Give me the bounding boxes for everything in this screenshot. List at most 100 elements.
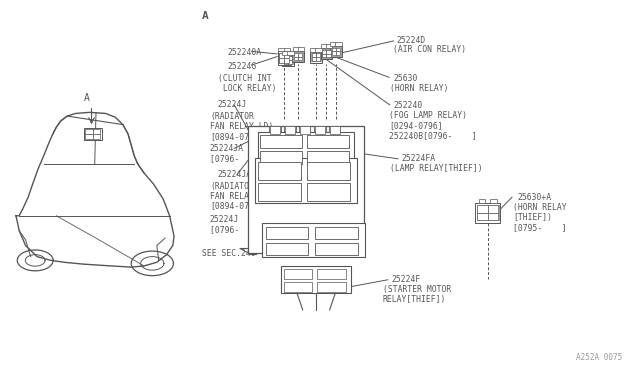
Text: (RADIATOR: (RADIATOR <box>210 182 254 190</box>
Bar <box>270 126 280 134</box>
Bar <box>280 54 284 58</box>
Bar <box>488 205 498 213</box>
Bar <box>479 199 485 202</box>
Text: (AIR CON RELAY): (AIR CON RELAY) <box>393 45 466 54</box>
Bar <box>330 126 340 134</box>
Bar <box>336 48 340 51</box>
Text: [0796-    ]: [0796- ] <box>210 154 264 163</box>
Text: 25630: 25630 <box>393 74 417 83</box>
Bar <box>310 52 322 63</box>
Bar <box>330 42 337 46</box>
Bar <box>315 126 325 134</box>
Bar <box>307 162 350 180</box>
Text: 25224JA: 25224JA <box>210 144 244 153</box>
Bar <box>287 51 294 55</box>
Bar <box>294 57 298 60</box>
Bar <box>279 53 290 63</box>
Bar <box>332 51 336 55</box>
Bar <box>477 205 499 221</box>
Bar <box>336 51 340 55</box>
Bar <box>284 60 288 64</box>
Bar <box>307 183 350 201</box>
Bar <box>269 126 281 135</box>
Text: (LAMP RELAY[THIEF]): (LAMP RELAY[THIEF]) <box>390 164 483 173</box>
Bar <box>475 202 500 223</box>
Text: 252240: 252240 <box>393 101 422 110</box>
Bar <box>322 54 326 57</box>
Bar <box>490 199 497 202</box>
Text: (FOG LAMP RELAY): (FOG LAMP RELAY) <box>389 111 467 120</box>
Text: [0294-0796]: [0294-0796] <box>389 121 443 130</box>
Bar <box>293 52 303 61</box>
Bar <box>85 134 93 139</box>
Bar <box>284 58 289 62</box>
Bar <box>312 57 316 61</box>
Bar <box>285 126 295 134</box>
Bar <box>288 60 292 64</box>
Text: [0796-    ]: [0796- ] <box>210 225 264 234</box>
Text: 25224F: 25224F <box>392 275 421 284</box>
Text: [THIEF]): [THIEF]) <box>513 214 552 222</box>
Bar <box>283 56 293 64</box>
Bar <box>284 126 296 135</box>
Text: (CLUTCH INT: (CLUTCH INT <box>218 74 271 83</box>
Bar <box>284 48 290 51</box>
Bar <box>282 51 289 55</box>
Text: 252240B[0796-    ]: 252240B[0796- ] <box>389 131 477 140</box>
Text: (HORN RELAY): (HORN RELAY) <box>390 84 449 93</box>
Bar <box>255 158 357 203</box>
Bar <box>258 132 354 166</box>
Text: FAN RELAY-HI): FAN RELAY-HI) <box>210 192 273 201</box>
Bar <box>284 282 312 292</box>
Bar <box>93 134 100 139</box>
Bar <box>330 46 342 57</box>
Bar <box>310 48 317 52</box>
Text: RELAY[THIEF]): RELAY[THIEF]) <box>383 295 446 304</box>
Text: A: A <box>84 93 90 103</box>
Bar <box>266 227 308 239</box>
Text: (STARTER MOTOR: (STARTER MOTOR <box>383 285 451 294</box>
Bar <box>258 162 301 180</box>
Bar <box>260 135 302 148</box>
Bar <box>321 48 332 59</box>
Bar <box>278 51 291 65</box>
Bar <box>292 51 304 62</box>
Bar <box>317 269 346 279</box>
Text: 25224J: 25224J <box>210 215 239 224</box>
Bar <box>93 129 100 134</box>
Bar <box>298 47 304 51</box>
Bar <box>284 269 312 279</box>
Bar <box>312 54 316 57</box>
Bar <box>311 53 321 61</box>
Bar <box>331 47 341 55</box>
Bar <box>316 57 321 61</box>
Text: 25224D: 25224D <box>397 36 426 45</box>
Text: SEE SEC.240: SEE SEC.240 <box>202 249 255 258</box>
Bar <box>294 53 298 57</box>
Bar <box>317 282 346 292</box>
Text: 25630+A: 25630+A <box>517 193 551 202</box>
Bar <box>329 126 340 135</box>
Text: [0894-0796]: [0894-0796] <box>210 202 264 211</box>
Bar <box>477 205 488 213</box>
Bar <box>326 50 331 54</box>
Text: A252A 0075: A252A 0075 <box>576 353 622 362</box>
Bar <box>288 57 292 60</box>
Bar <box>266 243 308 255</box>
Text: 25224FA: 25224FA <box>402 154 436 163</box>
Bar <box>280 58 284 62</box>
Bar <box>307 151 349 164</box>
Text: (HORN RELAY: (HORN RELAY <box>513 203 567 212</box>
Bar <box>298 57 303 60</box>
Text: A: A <box>202 10 209 20</box>
Text: [0894-0796]: [0894-0796] <box>210 132 264 141</box>
Text: 25224J: 25224J <box>218 100 247 109</box>
Bar <box>315 243 358 255</box>
Text: FAN RELAY-LD): FAN RELAY-LD) <box>210 122 273 131</box>
Bar <box>284 54 289 58</box>
Bar <box>282 55 294 66</box>
Bar <box>316 54 321 57</box>
Text: 252240A: 252240A <box>228 48 262 57</box>
Bar <box>314 126 326 135</box>
Bar <box>300 126 310 134</box>
